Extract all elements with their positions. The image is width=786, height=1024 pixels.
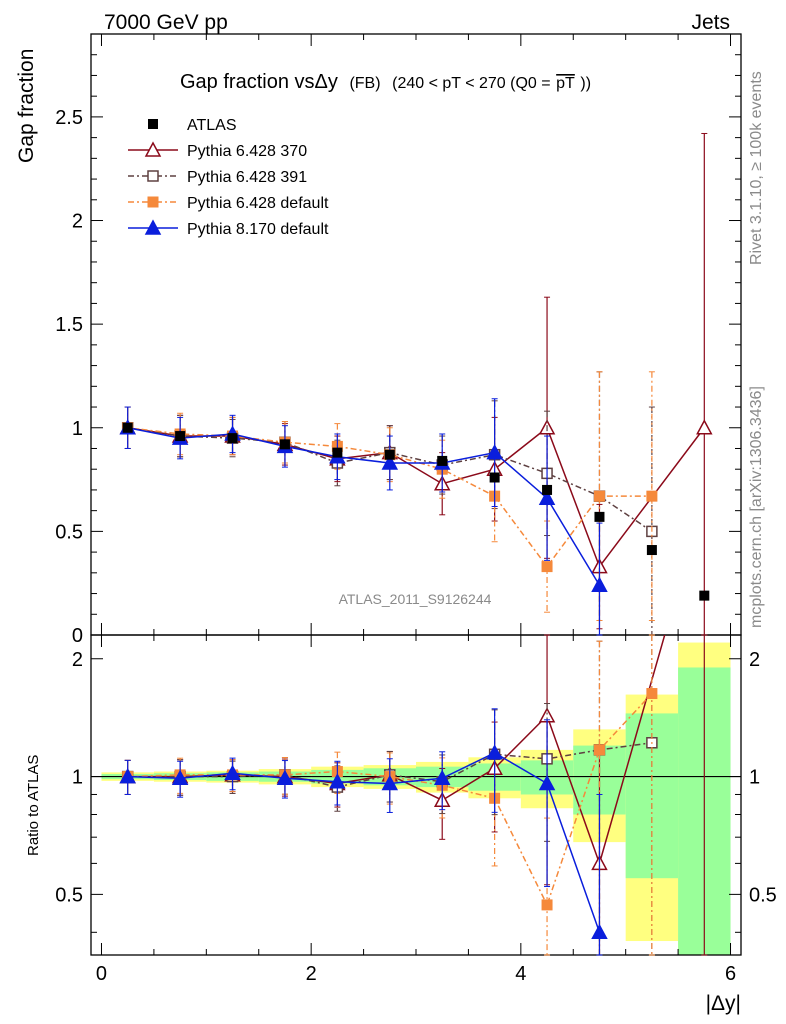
ratio-series-marker [593,744,605,756]
atlas-data-point [646,545,657,556]
chart-title-main: Gap fraction vsΔy [180,71,338,93]
legend: ATLAS Pythia 6.428 370 Pythia 6.428 391 Pyt… [128,117,329,238]
ratio-series-marker [119,767,136,784]
y-tick-label: 0.5 [55,521,83,543]
legend-marker [144,219,162,235]
ratio-tick-label-right: 2 [749,649,760,671]
series-marker [381,454,399,470]
atlas-data-point [542,484,553,495]
legend-item-atlas: ATLAS [148,117,237,134]
ratio-tick-label: 0.5 [55,884,83,906]
ratio-tick-label-right: 0.5 [749,884,777,906]
series-marker [696,419,713,435]
ratio-tick-label-right: 1 [749,767,760,789]
atlas-data-point [122,422,133,433]
ratio-series-marker [381,774,399,791]
atlas-data-point [489,472,500,483]
ratio-series-marker [646,688,658,700]
analysis-watermark: ATLAS_2011_S9126244 [339,591,492,607]
y-tick-label: 0 [72,625,83,647]
chart-title-ptbar: pT [556,75,575,92]
atlas-data-point [437,455,448,466]
ratio-tick-label: 2 [72,649,83,671]
legend-label: Pythia 8.170 default [187,221,329,238]
ratio-series-marker [591,923,608,940]
legend-item-0: Pythia 6.428 370 [128,141,307,160]
legend-label: Pythia 6.428 default [187,195,329,212]
y-axis-label: Gap fraction [15,49,38,163]
series-marker [541,561,553,573]
x-tick-label: 6 [725,963,736,985]
series-marker [646,490,658,502]
ratio-series-marker [224,764,241,780]
ratio-series-layer [119,634,708,956]
chart-title-close: )) [580,75,591,92]
x-tick-label: 0 [96,963,107,985]
ratio-series-marker [433,769,451,786]
ratio-series-marker [329,773,346,789]
ratio-series-line [127,751,601,933]
series-marker [591,576,608,593]
atlas-data-point [332,447,343,458]
header-energy-label: 7000 GeV pp [104,11,228,34]
ratio-series-marker [486,744,503,760]
ratio-tick-label: 1 [72,767,83,789]
legend-label: Pythia 6.428 370 [187,143,307,160]
rivet-version-label: Rivet 3.1.10, ≥ 100k events [748,71,765,265]
atlas-uncertainty-band [101,642,731,955]
x-tick-label: 2 [306,963,317,985]
atlas-data-point [227,433,238,444]
y-tick-label: 2.5 [55,107,83,129]
ratio-series-marker [276,769,294,786]
legend-item-1: Pythia 6.428 391 [128,169,307,186]
atlas-data-point [279,439,290,450]
series-line [127,427,601,586]
ratio-series-line [127,742,652,788]
chart-title: Gap fraction vsΔy (FB) (240 < pT < 270 (… [180,71,591,93]
atlas-data-point [594,511,605,522]
series-marker [593,490,605,502]
atlas-data-layer [122,422,710,601]
chart-title-cut: (240 < pT < 270 (Q0 = [392,75,550,92]
ratio-series-3 [119,708,608,956]
legend-label: Pythia 6.428 391 [187,169,307,186]
legend-marker [147,196,159,208]
header-jets-label: Jets [691,11,730,34]
legend-item-2: Pythia 6.428 default [128,195,329,212]
legend-item-3: Pythia 8.170 default [128,219,329,238]
ratio-series-0 [119,634,708,956]
ratio-series-marker [541,899,553,911]
y-tick-label: 1.5 [55,314,83,336]
legend-marker [147,170,159,182]
chart-title-fb: (FB) [349,75,380,92]
x-tick-label: 4 [515,963,526,985]
x-axis-label: |Δy| [706,992,741,1015]
series-marker [486,444,503,460]
legend-label: ATLAS [187,117,237,134]
y-tick-label: 2 [72,211,83,233]
atlas-data-point [175,431,186,442]
series-line [127,426,705,569]
y-tick-label: 1 [72,418,83,440]
ratio-series-marker [538,774,556,791]
legend-marker [144,141,162,157]
mcplots-label: mcplots.cern.ch [arXiv:1306.3436] [748,386,765,628]
series-marker [538,489,556,505]
ratio-series-marker [171,769,189,786]
atlas-data-point [384,449,395,460]
ratio-y-axis-label: Ratio to ATLAS [25,755,42,856]
legend-marker [148,119,158,129]
series-2 [122,371,658,621]
atlas-data-point [699,590,710,601]
axis-ticks: 0 2 4 600.511.522.50.5 0.51 12 2 [55,34,777,985]
